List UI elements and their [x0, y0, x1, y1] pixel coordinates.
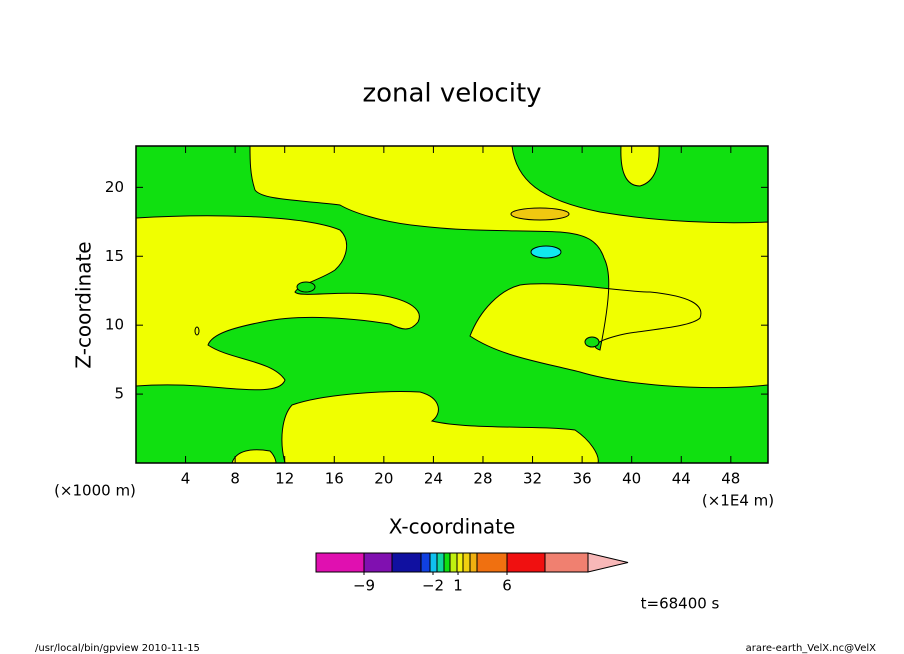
footer-left: /usr/local/bin/gpview 2010-11-15	[35, 643, 200, 654]
colorbar-cell	[476, 552, 508, 573]
colorbar-tick-label: 1	[453, 577, 463, 595]
contour-region	[194, 326, 200, 336]
x-tick-label: 32	[523, 470, 542, 488]
x-tick-label: 20	[374, 470, 393, 488]
y-tick-label: 5	[114, 385, 124, 403]
colorbar-arrow	[587, 552, 629, 573]
annotation: t=68400 s	[641, 595, 720, 613]
colorbar-cell	[391, 552, 422, 573]
colorbar-cell	[456, 552, 464, 573]
y-tick-label: 20	[105, 178, 124, 196]
x-tick-label: 36	[573, 470, 592, 488]
contour-field	[136, 146, 768, 463]
plot-frame	[135, 145, 769, 464]
contour-region	[136, 215, 420, 391]
colorbar-cell	[436, 552, 445, 573]
chart-title: zonal velocity	[362, 79, 541, 109]
x-tick-label: 44	[672, 470, 691, 488]
x-axis-label: X-coordinate	[389, 515, 516, 539]
x-tick-label: 4	[181, 470, 191, 488]
colorbar-cell	[506, 552, 546, 573]
colorbar-tick-label: −2	[422, 577, 444, 595]
x-tick-label: 12	[275, 470, 294, 488]
y-tick-label: 10	[105, 316, 124, 334]
x-tick-label: 28	[473, 470, 492, 488]
contour-region	[281, 391, 599, 463]
x-unit-right: (×1E4 m)	[702, 492, 774, 510]
contour-region	[296, 281, 316, 293]
contour-region	[584, 336, 600, 348]
contour-region	[510, 207, 570, 221]
colorbar-cell	[469, 552, 478, 573]
x-tick-label: 24	[424, 470, 443, 488]
colorbar-cell	[363, 552, 393, 573]
contour-region	[530, 245, 562, 259]
colorbar-cell	[449, 552, 458, 573]
x-tick-label: 40	[622, 470, 641, 488]
contour-region	[620, 146, 660, 187]
colorbar-cell	[544, 552, 589, 573]
colorbar-tick-label: −9	[353, 577, 375, 595]
x-unit-left: (×1000 m)	[54, 482, 136, 500]
colorbar-tick-label: 6	[502, 577, 512, 595]
footer-right: arare-earth_VelX.nc@VelX	[746, 643, 877, 654]
x-tick-label: 16	[325, 470, 344, 488]
colorbar-cell	[462, 552, 471, 573]
x-tick-label: 48	[721, 470, 740, 488]
colorbar-cell	[429, 552, 438, 573]
colorbar-cell	[315, 552, 365, 573]
y-axis-label: Z-coordinate	[72, 241, 96, 368]
colorbar-cell	[420, 552, 431, 573]
y-tick-label: 15	[105, 247, 124, 265]
colorbar-cell	[443, 552, 451, 573]
x-tick-label: 8	[230, 470, 240, 488]
